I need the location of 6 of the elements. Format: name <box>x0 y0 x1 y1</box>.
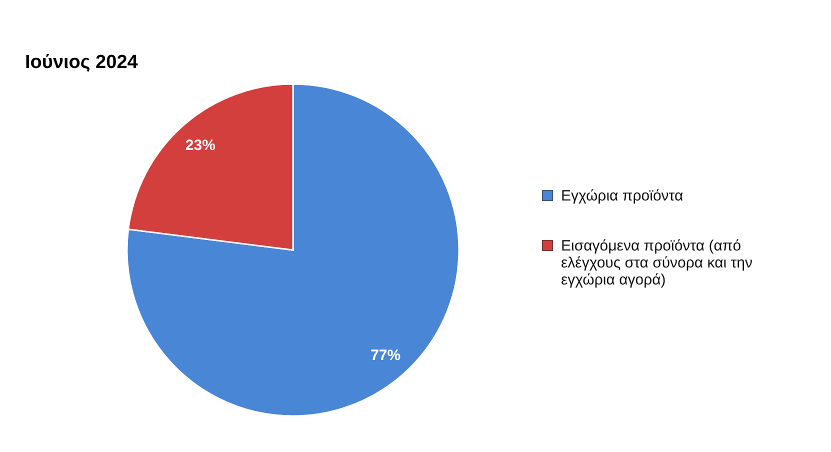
data-label: 77% <box>370 347 401 364</box>
chart-title: Ιούνιος 2024 <box>25 52 138 73</box>
legend-label: Εγχώρια προϊόντα <box>561 188 684 204</box>
pie-slice <box>126 83 460 417</box>
data-label: 23% <box>185 136 216 154</box>
legend-label: Εισαγόμενα προϊόντα (από ελέγχους στα σύνορα και την εγχώρια αγορά) <box>561 238 753 288</box>
